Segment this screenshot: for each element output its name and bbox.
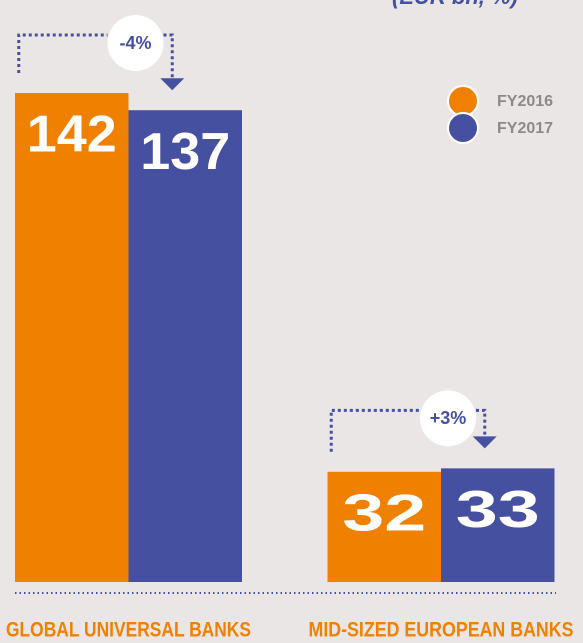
value-label: 137 bbox=[140, 123, 230, 181]
change-label: +3% bbox=[430, 408, 467, 428]
bar bbox=[441, 468, 555, 582]
bar bbox=[15, 93, 129, 582]
value-label: 32 bbox=[342, 485, 426, 543]
bracket bbox=[17, 33, 174, 79]
legend-swatch bbox=[447, 85, 479, 117]
arrow bbox=[472, 436, 497, 449]
change-badge bbox=[107, 15, 164, 71]
x-tick-label: GLOBAL UNIVERSAL BANKS bbox=[6, 619, 251, 642]
value-label: 142 bbox=[27, 106, 117, 164]
bracket bbox=[329, 408, 487, 452]
change-badge bbox=[420, 390, 476, 447]
change-label: -4% bbox=[119, 33, 151, 53]
legend-label: FY2016 bbox=[497, 93, 553, 110]
value-label: 33 bbox=[456, 481, 540, 539]
legend-label: FY2017 bbox=[497, 120, 553, 137]
chart-title: (EUR bn, %) bbox=[392, 0, 518, 9]
bar bbox=[327, 471, 441, 582]
arrow bbox=[160, 78, 185, 91]
bar bbox=[128, 110, 242, 582]
legend-swatch bbox=[447, 112, 479, 144]
x-tick-label: MID-SIZED EUROPEAN BANKS bbox=[309, 619, 574, 642]
